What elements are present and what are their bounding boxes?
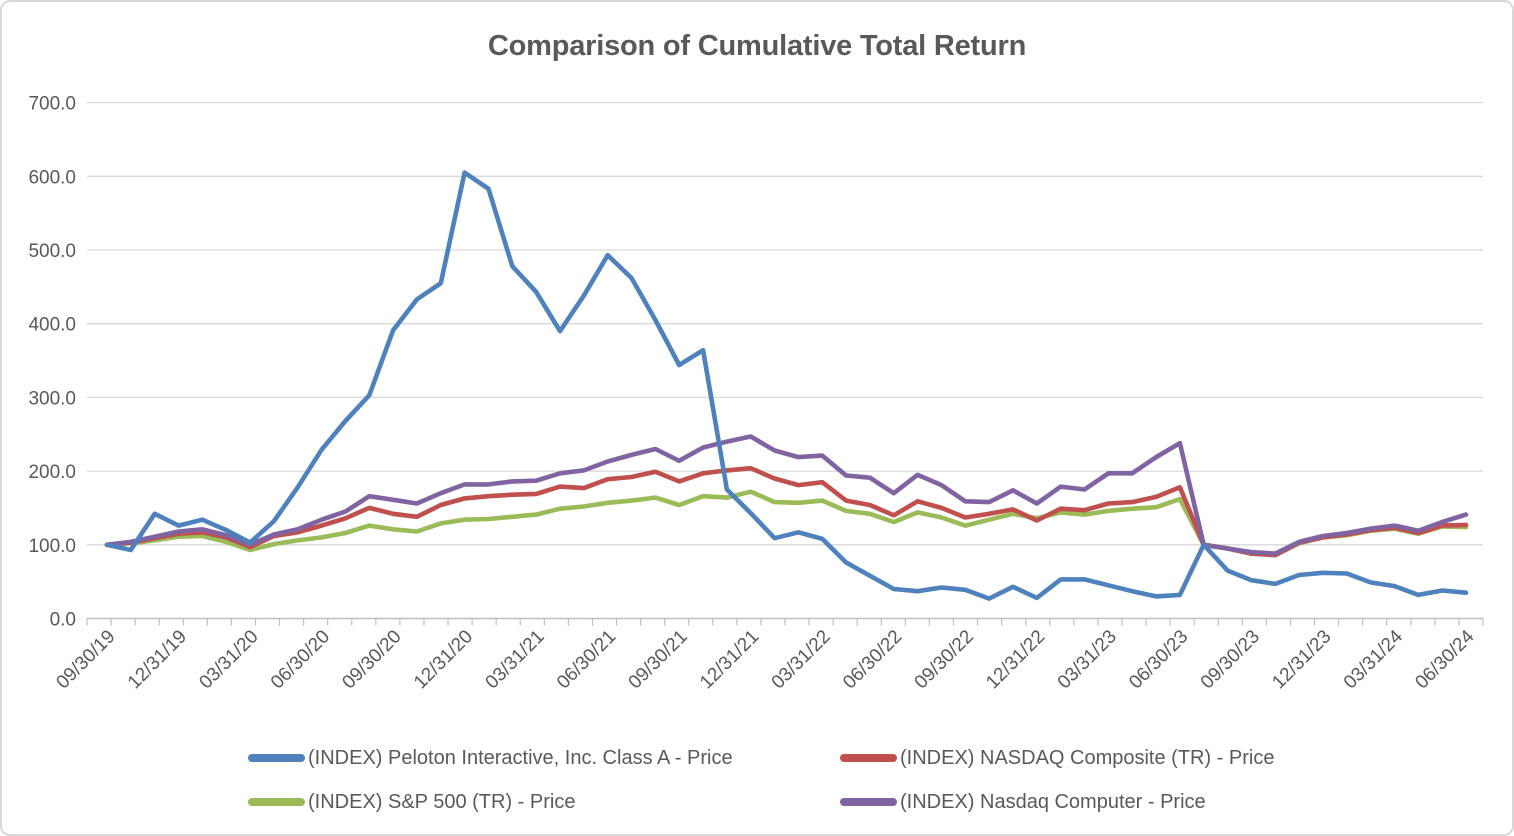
y-axis-tick-label: 400.0 bbox=[28, 315, 76, 336]
x-axis-tick-label: 06/30/22 bbox=[839, 626, 906, 693]
x-axis-tick-label: 06/30/21 bbox=[553, 626, 620, 693]
x-axis-tick-label: 12/31/20 bbox=[410, 626, 477, 693]
y-axis-tick-label: 600.0 bbox=[28, 167, 76, 188]
y-axis-tick-label: 700.0 bbox=[28, 94, 76, 115]
y-axis-tick-label: 200.0 bbox=[28, 462, 76, 483]
series-line-nasdaq-composite bbox=[104, 465, 1469, 558]
x-axis-tick-label: 03/31/20 bbox=[195, 626, 262, 693]
x-axis-tick-label: 12/31/22 bbox=[982, 626, 1049, 693]
x-axis-tick-label: 03/31/24 bbox=[1340, 626, 1407, 693]
x-axis-ticks bbox=[86, 618, 1484, 626]
x-axis-labels: 09/30/19 12/31/19 03/31/20 06/30/20 09/30/20… bbox=[52, 626, 1478, 693]
x-axis-tick-label: 09/30/19 bbox=[52, 626, 119, 693]
x-axis-tick-label: 06/30/23 bbox=[1125, 626, 1192, 693]
y-axis-tick-label: 300.0 bbox=[28, 388, 76, 409]
series-line-nasdaq-computer bbox=[104, 434, 1469, 556]
chart-title: Comparison of Cumulative Total Return bbox=[487, 30, 1027, 62]
y-axis-tick-label: 500.0 bbox=[28, 241, 76, 262]
y-axis-tick-label: 0.0 bbox=[50, 610, 76, 631]
y-axis-labels: 0.0 100.0 200.0 300.0 400.0 500.0 600.0 700.0 bbox=[28, 94, 76, 631]
x-axis-tick-label: 09/30/20 bbox=[338, 626, 405, 693]
x-axis-tick-label: 09/30/22 bbox=[911, 626, 978, 693]
x-axis-tick-label: 09/30/21 bbox=[625, 626, 692, 693]
x-axis-tick-label: 12/31/19 bbox=[124, 626, 191, 693]
series-line-peloton bbox=[104, 170, 1469, 601]
x-axis-tick-label: 09/30/23 bbox=[1197, 626, 1264, 693]
x-axis-tick-label: 12/31/21 bbox=[696, 626, 763, 693]
x-axis-tick-label: 06/30/24 bbox=[1411, 626, 1478, 693]
gridlines bbox=[87, 101, 1483, 546]
x-axis-tick-label: 06/30/20 bbox=[267, 626, 334, 693]
y-axis-tick-label: 100.0 bbox=[28, 536, 76, 557]
x-axis-tick-label: 12/31/23 bbox=[1268, 626, 1335, 693]
x-axis-tick-label: 03/31/22 bbox=[768, 626, 835, 693]
x-axis-tick-label: 03/31/21 bbox=[482, 626, 549, 693]
x-axis-tick-label: 03/31/23 bbox=[1054, 626, 1121, 693]
